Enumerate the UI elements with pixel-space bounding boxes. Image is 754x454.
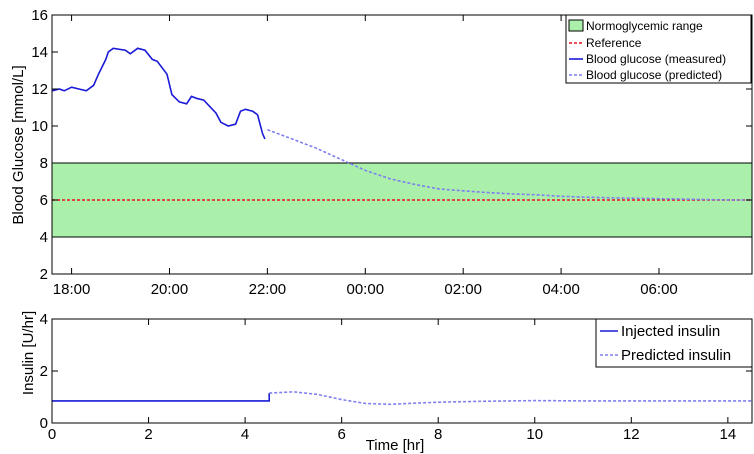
predicted-insulin-line — [269, 390, 752, 406]
x-tick-label: 0 — [48, 426, 56, 443]
x-tick-label: 18:00 — [53, 281, 91, 298]
x-tick-label: 20:00 — [151, 281, 189, 298]
insulin-ticks: 0 2 4 0 2 4 6 8 10 12 14 — [40, 311, 752, 443]
x-tick-label: 14 — [720, 426, 737, 443]
x-tick-label: 10 — [526, 426, 543, 443]
x-tick-label: 02:00 — [444, 281, 482, 298]
legend-label-injected: Injected insulin — [621, 323, 720, 340]
y-tick-label: 12 — [31, 81, 48, 98]
predicted-glucose-line — [267, 128, 752, 201]
legend-swatch-normoglycemic — [568, 19, 584, 32]
x-tick-label: 12 — [623, 426, 640, 443]
y-tick-label: 0 — [40, 415, 48, 432]
legend-label-reference: Reference — [586, 36, 642, 50]
injected-insulin-line — [52, 393, 271, 402]
y-tick-label: 2 — [40, 363, 48, 380]
x-tick-label: 06:00 — [640, 281, 678, 298]
y-tick-label: 10 — [31, 118, 48, 135]
measured-glucose-line — [51, 47, 266, 140]
x-tick-label: 00:00 — [347, 281, 385, 298]
glucose-plot-frame — [51, 14, 753, 275]
y-tick-label: 2 — [40, 266, 48, 283]
glucose-series-group — [51, 47, 752, 201]
glucose-ticks: 2 4 6 8 10 12 14 16 18:00 20:00 22:00 00:00 02:00 04:… — [31, 7, 752, 298]
y-tick-label: 4 — [40, 311, 48, 328]
glucose-legend-box — [565, 14, 752, 84]
x-tick-label: 6 — [337, 426, 345, 443]
legend-label-normoglycemic: Normoglycemic range — [586, 19, 703, 33]
insulin-xlabel: Time [hr] — [366, 437, 425, 454]
glucose-ylabel: Blood Glucose [mmol/L] — [10, 65, 27, 224]
legend-label-predicted-insulin: Predicted insulin — [621, 347, 731, 364]
insulin-ylabel: Insulin [U/hr] — [20, 311, 37, 395]
legend-label-measured: Blood glucose (measured) — [586, 52, 726, 66]
insulin-legend-box — [595, 318, 753, 368]
legend-label-predicted: Blood glucose (predicted) — [586, 68, 722, 82]
y-tick-label: 14 — [31, 44, 48, 61]
glucose-panel: 2 4 6 8 10 12 14 16 18:00 20:00 22:00 00:00 02:00 04:… — [10, 7, 753, 298]
x-tick-label: 22:00 — [249, 281, 287, 298]
insulin-series-group — [52, 390, 752, 406]
x-tick-label: 04:00 — [542, 281, 580, 298]
x-tick-label: 2 — [144, 426, 152, 443]
y-tick-label: 16 — [31, 7, 48, 24]
x-tick-label: 4 — [241, 426, 249, 443]
x-tick-label: 8 — [434, 426, 442, 443]
y-tick-label: 8 — [40, 155, 48, 172]
y-tick-label: 4 — [40, 229, 48, 246]
insulin-legend: Injected insulin Predicted insulin — [595, 318, 753, 368]
glucose-legend: Normoglycemic range Reference Blood gluc… — [565, 14, 752, 84]
y-tick-label: 6 — [40, 192, 48, 209]
